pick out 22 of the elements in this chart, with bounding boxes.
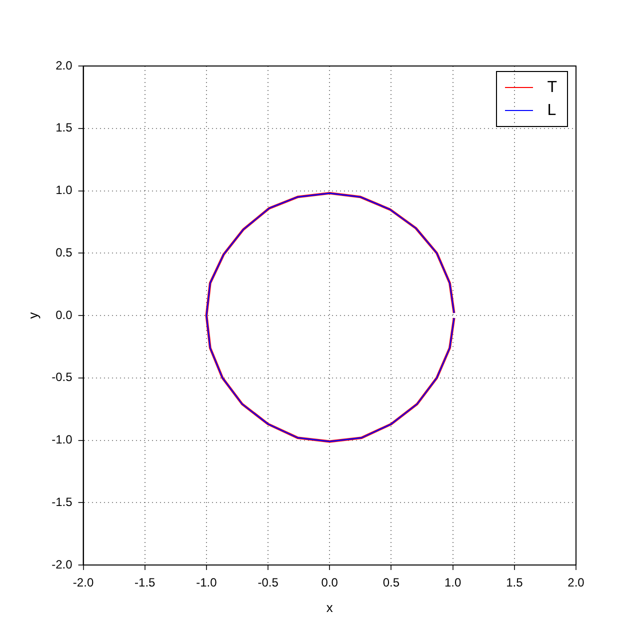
- x-axis-title: x: [326, 600, 334, 615]
- x-tick-label: 0.5: [382, 576, 400, 590]
- legend-label: T: [547, 79, 557, 96]
- y-tick-label: -1.5: [52, 494, 73, 509]
- y-tick-label: 2.0: [56, 58, 73, 72]
- y-tick-label: -0.5: [52, 370, 73, 384]
- legend-label: L: [547, 102, 556, 119]
- y-tick-label: 1.5: [56, 120, 73, 135]
- x-tick-label: 1.0: [444, 576, 462, 590]
- y-tick-label: 0.0: [56, 308, 73, 322]
- y-tick-label: -2.0: [52, 557, 73, 572]
- x-tick-label: -0.5: [258, 576, 279, 590]
- x-tick-label: 0.0: [321, 576, 338, 590]
- y-tick-label: -1.0: [52, 432, 73, 447]
- x-tick-label: -1.0: [196, 576, 218, 590]
- y-tick-label: 0.5: [56, 245, 73, 260]
- x-tick-label: -1.5: [134, 576, 156, 590]
- y-axis-title: y: [25, 312, 40, 319]
- y-tick-label: 1.0: [56, 183, 73, 198]
- x-tick-label: 1.5: [506, 576, 524, 590]
- x-tick-label: 2.0: [568, 576, 585, 590]
- x-tick-label: -2.0: [72, 576, 94, 590]
